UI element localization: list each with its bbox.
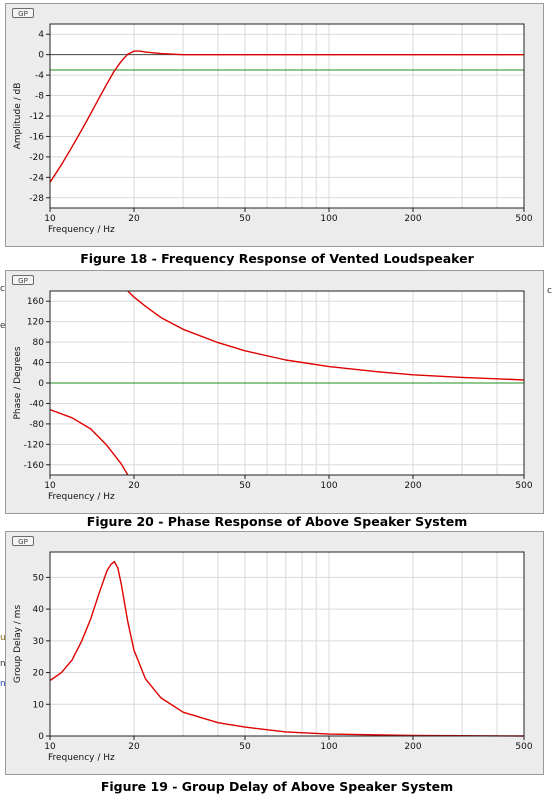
x-axis-label: Frequency / Hz [48, 225, 115, 235]
y-tick-label: -4 [35, 71, 44, 81]
y-tick-label: 120 [27, 318, 44, 328]
x-tick-label: 50 [239, 481, 251, 491]
data-series-line [49, 50, 524, 183]
x-axis-label: Frequency / Hz [48, 492, 115, 502]
chart-panel-phase: GP 160 120 80 40 0 -40 -80 -120 -160 10 20 50 100 200… [5, 270, 544, 514]
x-tick-label: 500 [515, 742, 532, 752]
x-tick-label: 100 [320, 481, 337, 491]
y-tick-label: 50 [33, 573, 45, 583]
y-tick-label: 80 [33, 338, 45, 348]
chart-panel-group-delay: GP 50 40 30 20 10 0 10 20 50 100 200 500 Frequency /… [5, 531, 544, 775]
edge-text-fragment: n [0, 679, 6, 689]
x-tick-label: 20 [128, 214, 140, 224]
y-tick-label: 160 [27, 297, 44, 307]
plot-border [49, 551, 525, 737]
y-tick-label: 0 [38, 379, 44, 389]
edge-text-fragment: e [0, 321, 6, 331]
x-tick-label: 100 [320, 742, 337, 752]
x-tick-label: 200 [404, 481, 421, 491]
y-axis-label: Amplitude / dB [13, 83, 23, 150]
data-series-line [49, 408, 129, 476]
y-tick-label: 0 [38, 732, 44, 742]
y-tick-label: -8 [35, 92, 44, 102]
x-tick-label: 50 [239, 742, 251, 752]
y-tick-label: -80 [29, 420, 44, 430]
logo-badge: GP [12, 8, 34, 18]
logo-badge: GP [12, 536, 34, 546]
y-tick-label: 10 [33, 700, 45, 710]
x-tick-label: 200 [404, 742, 421, 752]
x-tick-label: 50 [239, 214, 251, 224]
figure-caption-18: Figure 18 - Frequency Response of Vented… [80, 251, 474, 266]
y-tick-label: -40 [29, 399, 44, 409]
x-tick-label: 10 [44, 481, 56, 491]
y-tick-label: 40 [33, 359, 45, 369]
y-tick-label: 20 [33, 669, 45, 679]
plot-area [50, 552, 524, 736]
y-tick-label: 4 [38, 30, 44, 40]
y-tick-label: 40 [33, 605, 45, 615]
y-tick-label: -24 [29, 173, 44, 183]
x-tick-label: 200 [404, 214, 421, 224]
y-tick-label: -12 [29, 112, 44, 122]
y-axis-label: Group Delay / ms [13, 605, 23, 684]
y-tick-label: 30 [33, 637, 45, 647]
x-tick-label: 500 [515, 481, 532, 491]
y-tick-label: -160 [24, 461, 45, 471]
y-tick-label: 0 [38, 51, 44, 61]
x-axis-label: Frequency / Hz [48, 753, 115, 763]
x-tick-label: 20 [128, 742, 140, 752]
edge-text-fragment: u [0, 633, 6, 643]
edge-text-fragment: n [0, 659, 6, 669]
x-tick-label: 20 [128, 481, 140, 491]
figure-caption-20: Figure 20 - Phase Response of Above Spea… [86, 514, 468, 529]
y-axis-label: Phase / Degrees [13, 346, 23, 419]
data-series-line [127, 290, 525, 381]
y-tick-label: -28 [29, 194, 44, 204]
edge-text-fragment: c [0, 284, 5, 294]
x-tick-label: 100 [320, 214, 337, 224]
y-tick-label: -20 [29, 153, 44, 163]
y-tick-label: -16 [29, 132, 44, 142]
x-tick-label: 500 [515, 214, 532, 224]
edge-text-fragment: c [547, 286, 552, 296]
phase-response-chart: 160 120 80 40 0 -40 -80 -120 -160 10 20 50 100 200 500… [13, 290, 533, 502]
x-tick-label: 10 [44, 214, 56, 224]
y-tick-label: -120 [24, 440, 45, 450]
data-series-line [49, 560, 525, 737]
chart-panel-frequency: GP 4 0 -4 -8 -12 -16 -20 -24 -28 10 20 50 100 200 500 F… [5, 3, 544, 247]
figure-caption-19: Figure 19 - Group Delay of Above Speaker… [100, 779, 454, 794]
x-tick-label: 10 [44, 742, 56, 752]
logo-badge: GP [12, 275, 34, 285]
